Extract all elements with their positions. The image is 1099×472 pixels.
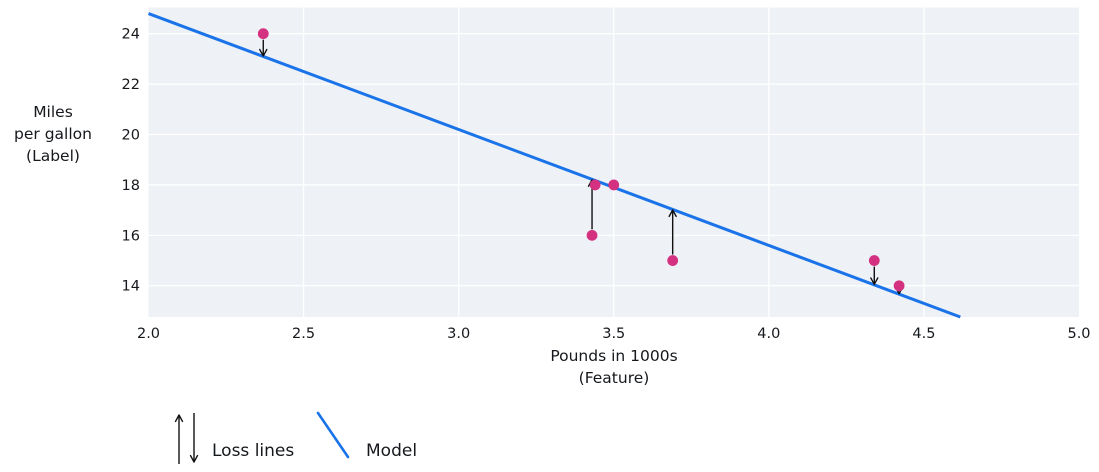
x-tick-label: 3.5 <box>602 326 625 342</box>
y-tick-label: 20 <box>122 128 140 144</box>
x-tick-label: 3.0 <box>447 326 470 342</box>
y-tick-label: 22 <box>122 77 140 93</box>
y-axis-label: Miles per gallon (Label) <box>14 103 92 165</box>
y-tick-label: 24 <box>122 27 140 43</box>
data-point <box>608 179 620 191</box>
data-point <box>868 255 880 266</box>
data-point <box>667 255 679 266</box>
x-axis-label: Pounds in 1000s (Feature) <box>550 347 678 387</box>
x-tick-label: 2.5 <box>292 326 315 342</box>
x-tick-label: 5.0 <box>1067 326 1090 342</box>
data-point <box>589 179 601 191</box>
y-tick-label: 16 <box>122 228 140 244</box>
data-point <box>257 28 269 40</box>
data-point <box>586 229 598 241</box>
y-tick-label: 18 <box>122 178 140 194</box>
data-point <box>893 280 905 292</box>
x-tick-label: 4.5 <box>912 326 935 342</box>
model-line <box>147 12 961 319</box>
y-tick-label: 14 <box>122 279 140 295</box>
x-tick-label: 2.0 <box>137 326 160 342</box>
x-tick-label: 4.0 <box>757 326 780 342</box>
